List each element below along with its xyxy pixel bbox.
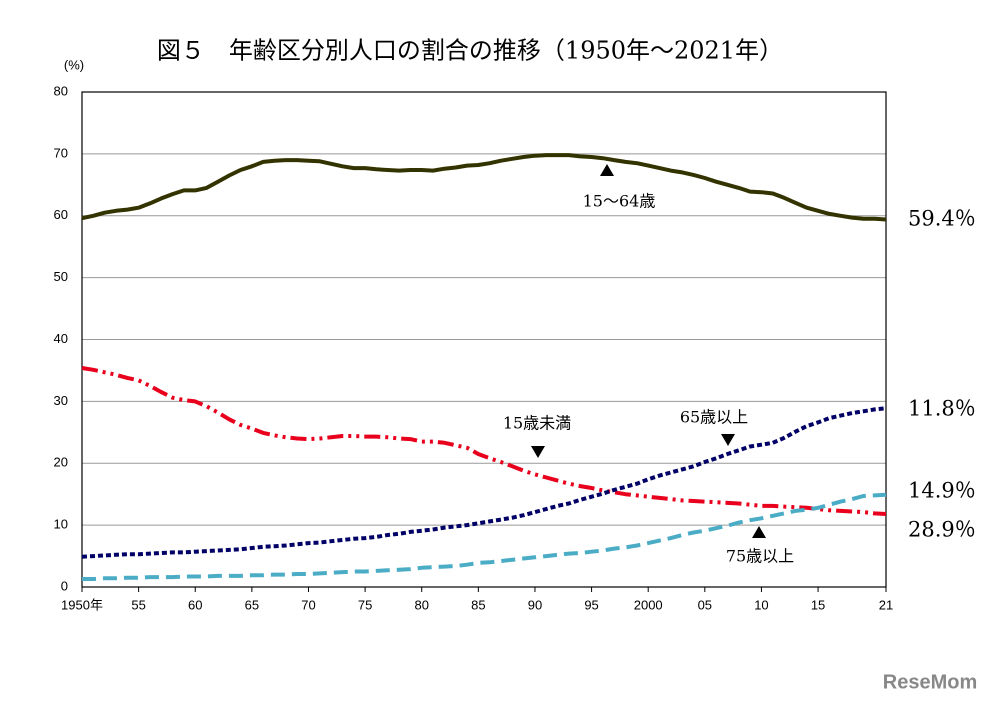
end-label: 59.4％ <box>908 207 976 231</box>
series-line <box>81 366 887 516</box>
y-axis-label: (%) <box>64 57 84 72</box>
x-tick-label: 10 <box>754 597 768 612</box>
y-tick-label: 20 <box>54 455 68 470</box>
y-tick-label: 10 <box>54 517 68 532</box>
series-line <box>81 153 887 222</box>
chart-title: 図５ 年齢区分別人口の割合の推移（1950年～2021年） <box>157 37 783 65</box>
x-tick-label: 95 <box>584 597 598 612</box>
series-label: 65歳以上 <box>680 408 748 427</box>
series-label: 15～64歳 <box>583 192 656 211</box>
pointer-triangle <box>531 446 545 458</box>
y-tick-label: 70 <box>54 145 68 160</box>
x-tick-label: 75 <box>358 597 372 612</box>
pointer-triangle <box>752 526 766 538</box>
pointer-triangle <box>721 434 735 446</box>
x-tick-label: 65 <box>245 597 259 612</box>
y-tick-label: 0 <box>61 578 68 593</box>
plot-frame <box>81 91 887 588</box>
y-tick-label: 80 <box>54 83 68 98</box>
x-tick-label: 2000 <box>634 597 663 612</box>
x-tick-label: 05 <box>698 597 712 612</box>
end-label: 14.9％ <box>908 479 976 503</box>
series-label: 75歳以上 <box>726 547 794 566</box>
y-tick-label: 60 <box>54 207 68 222</box>
x-tick-label: 15 <box>811 597 825 612</box>
x-tick-label: 60 <box>188 597 202 612</box>
x-tick-label: 80 <box>414 597 428 612</box>
y-tick-label: 40 <box>54 331 68 346</box>
watermark: ReseMom <box>883 671 977 693</box>
series-line <box>82 492 887 581</box>
x-tick-label: 55 <box>131 597 145 612</box>
x-tick-label: 21 <box>879 597 893 612</box>
x-tick-label: 85 <box>471 597 485 612</box>
pointer-triangle <box>600 164 614 176</box>
x-tick-label: 90 <box>528 597 542 612</box>
end-label: 28.9％ <box>908 518 976 542</box>
end-label: 11.8％ <box>908 397 976 421</box>
series-line <box>81 406 887 559</box>
x-tick-label: 1950年 <box>61 597 103 612</box>
y-tick-label: 30 <box>54 393 68 408</box>
y-tick-label: 50 <box>54 269 68 284</box>
series-label: 15歳未満 <box>503 414 571 433</box>
x-tick-label: 70 <box>301 597 315 612</box>
